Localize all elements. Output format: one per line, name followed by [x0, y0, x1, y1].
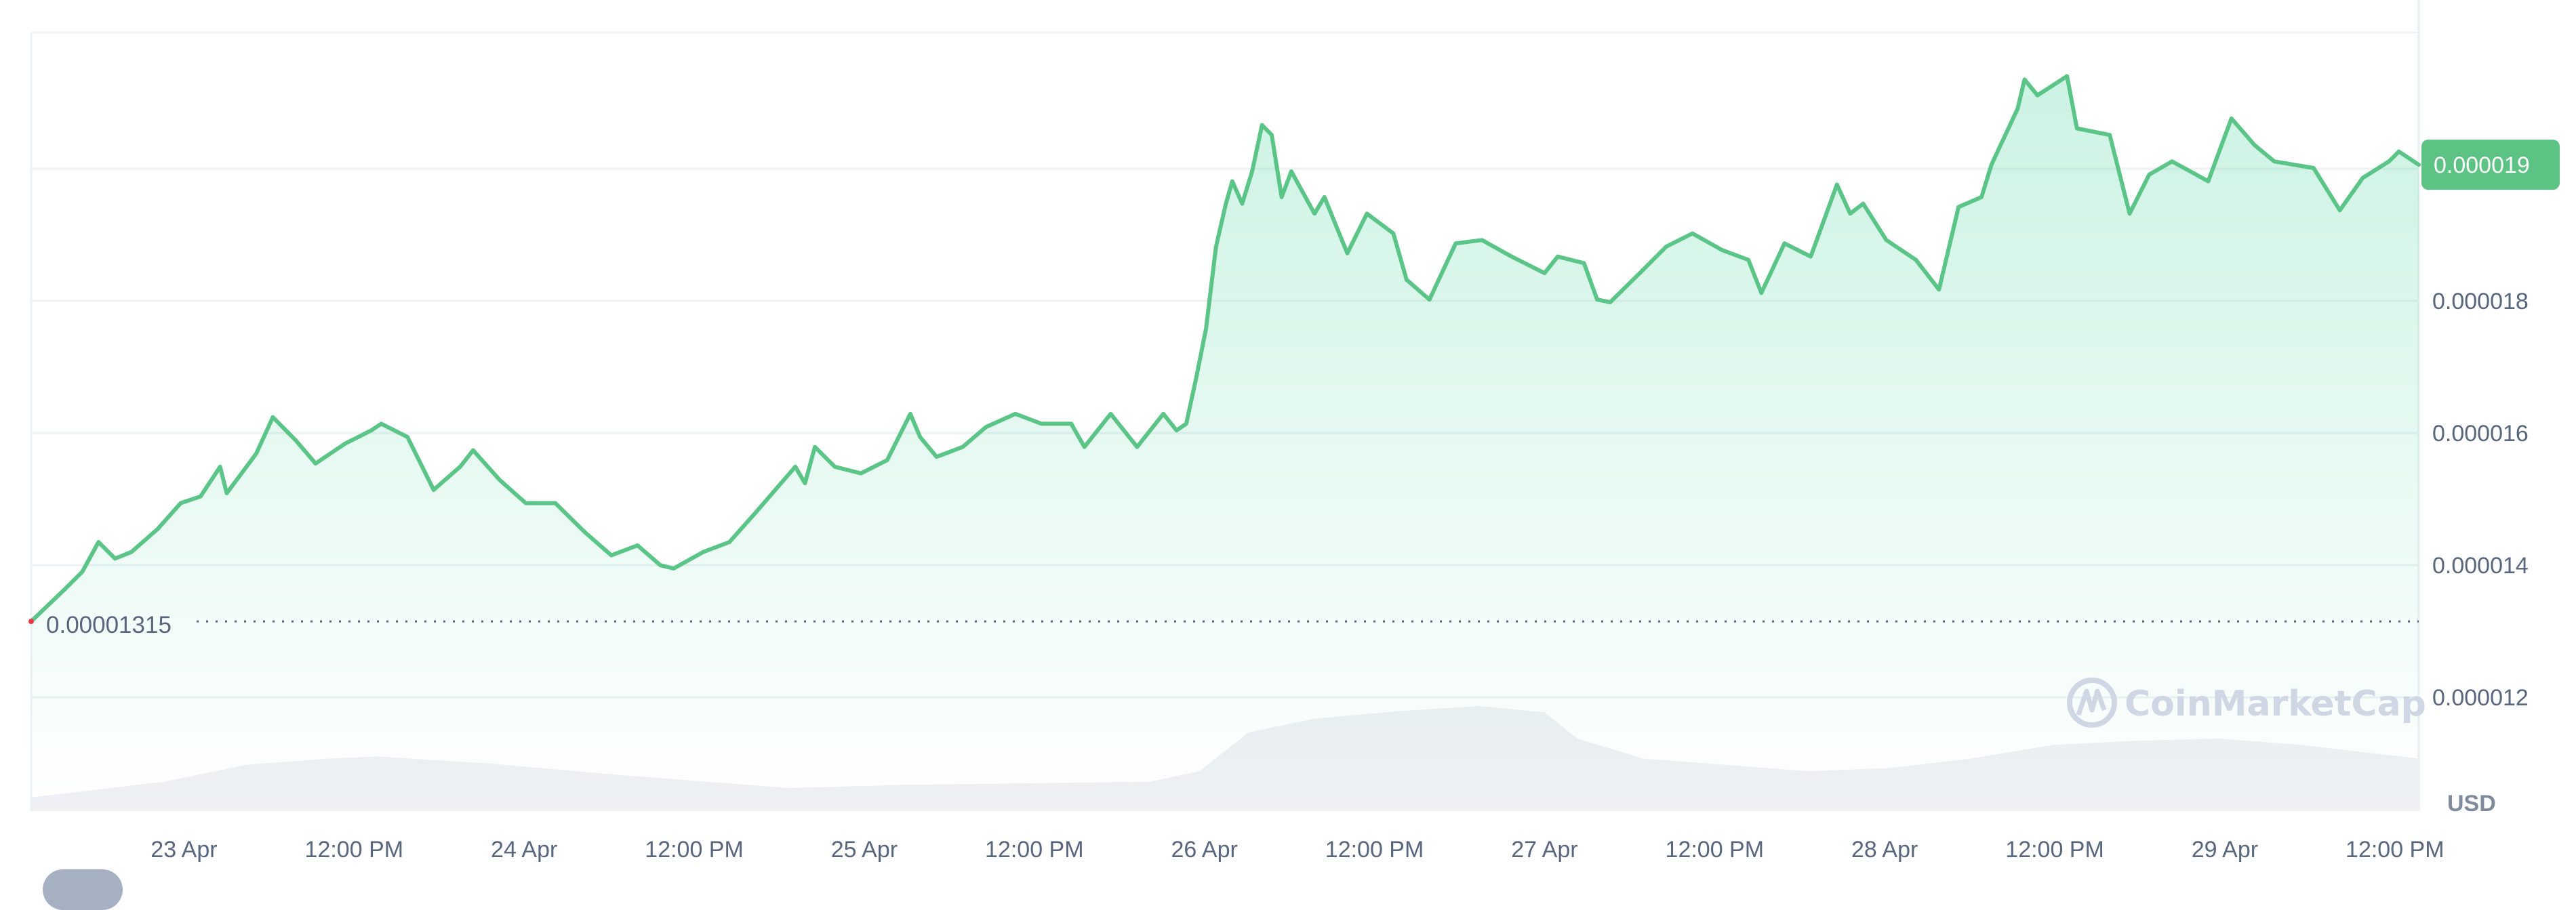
x-tick-label: 12:00 PM: [305, 837, 404, 863]
x-tick-label: 25 Apr: [831, 837, 898, 863]
coinmarketcap-watermark: CoinMarketCap: [2067, 678, 2426, 728]
coinmarketcap-logo-icon: [2067, 678, 2117, 728]
current-price-label: 0.000019: [2434, 152, 2530, 178]
x-tick-label: 12:00 PM: [1666, 837, 1765, 863]
y-tick-label: 0.000012: [2432, 685, 2529, 711]
y-tick-label: 0.000016: [2432, 421, 2529, 447]
y-axis-ticks: 0.000018 0.000016 0.000014 0.000012: [2432, 289, 2529, 711]
current-price-badge-bg: [2421, 140, 2560, 190]
x-tick-label: 23 Apr: [150, 837, 217, 863]
current-price-badge: 0.000019: [2421, 140, 2560, 190]
x-tick-label: 27 Apr: [1511, 837, 1577, 863]
x-axis-ticks: 23 Apr 12:00 PM 24 Apr 12:00 PM 25 Apr 12:00 …: [150, 837, 2444, 863]
x-tick-label: 29 Apr: [2192, 837, 2258, 863]
coinmarketcap-m-glyph: [2076, 688, 2107, 716]
watermark-text: CoinMarketCap: [2125, 684, 2426, 724]
y-tick-label: 0.000018: [2432, 289, 2529, 314]
x-tick-label: 12:00 PM: [2005, 837, 2104, 863]
x-tick-label: 24 Apr: [491, 837, 557, 863]
x-tick-label: 26 Apr: [1171, 837, 1238, 863]
y-tick-label: 0.000014: [2432, 553, 2529, 579]
price-line: [29, 74, 2421, 624]
x-tick-label: 28 Apr: [1851, 837, 1918, 863]
baseline-price-label: 0.00001315: [46, 612, 172, 638]
x-tick-label: 12:00 PM: [1325, 837, 1424, 863]
price-area-fill: [31, 76, 2419, 811]
x-tick-label: 12:00 PM: [2346, 837, 2444, 863]
price-chart[interactable]: CoinMarketCap 0.00001315 0.0000180.00001…: [0, 0, 2576, 886]
start-point-marker: [28, 619, 34, 625]
chat-bubble-button[interactable]: [43, 869, 123, 910]
x-tick-label: 12:00 PM: [645, 837, 744, 863]
x-tick-label: 12:00 PM: [985, 837, 1084, 863]
currency-unit-label: USD: [2447, 791, 2496, 816]
